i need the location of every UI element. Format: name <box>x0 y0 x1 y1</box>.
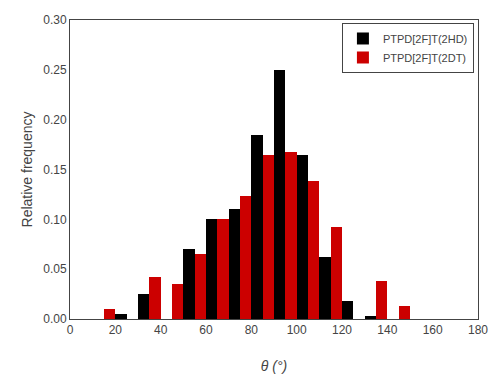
svg-text:180: 180 <box>468 323 488 337</box>
svg-text:0.25: 0.25 <box>43 63 67 77</box>
svg-text:120: 120 <box>332 323 352 337</box>
svg-text:PTPD[2F]T(2HD): PTPD[2F]T(2HD) <box>383 33 467 45</box>
svg-text:140: 140 <box>377 323 397 337</box>
svg-text:0.20: 0.20 <box>43 113 67 127</box>
svg-text:Relative frequency: Relative frequency <box>19 112 35 228</box>
svg-text:20: 20 <box>109 323 123 337</box>
svg-text:PTPD[2F]T(2DT): PTPD[2F]T(2DT) <box>383 52 466 64</box>
svg-text:40: 40 <box>154 323 168 337</box>
svg-text:θ (°): θ (°) <box>261 358 287 374</box>
svg-text:0.00: 0.00 <box>43 312 67 326</box>
svg-text:0: 0 <box>67 323 74 337</box>
svg-text:160: 160 <box>423 323 443 337</box>
svg-text:80: 80 <box>245 323 259 337</box>
svg-text:60: 60 <box>199 323 213 337</box>
svg-text:100: 100 <box>287 323 307 337</box>
svg-text:0.10: 0.10 <box>43 213 67 227</box>
svg-text:0.15: 0.15 <box>43 163 67 177</box>
svg-text:0.05: 0.05 <box>43 262 67 276</box>
svg-text:0.30: 0.30 <box>43 13 67 27</box>
